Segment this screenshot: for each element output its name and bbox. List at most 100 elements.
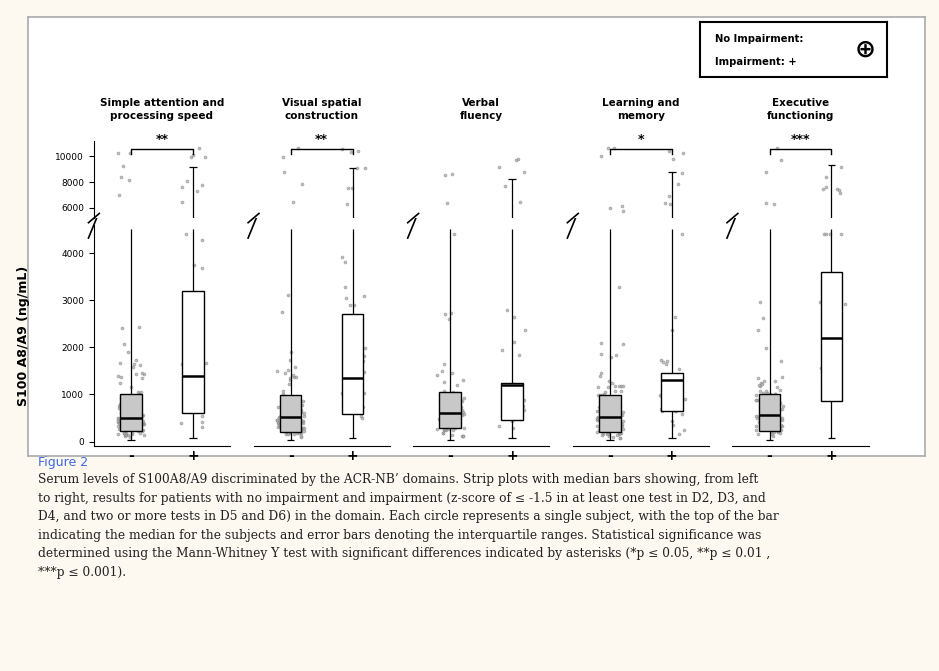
Point: [813, 297, 828, 307]
Point: [339, 293, 354, 303]
Point: [606, 431, 621, 442]
Point: [297, 423, 312, 433]
Point: [613, 428, 628, 439]
Point: [338, 282, 353, 293]
Bar: [439, 392, 461, 428]
Title: Simple attention and
processing speed: Simple attention and processing speed: [100, 98, 224, 121]
Point: [282, 416, 297, 427]
Point: [444, 429, 459, 440]
Point: [594, 426, 609, 437]
Point: [506, 337, 521, 348]
Point: [758, 397, 773, 408]
Point: [283, 374, 298, 385]
Point: [752, 419, 767, 430]
Point: [604, 415, 619, 426]
Point: [506, 423, 521, 433]
Point: [127, 422, 142, 433]
Point: [447, 415, 462, 426]
Point: [833, 187, 848, 198]
Point: [500, 305, 515, 315]
Point: [610, 411, 625, 422]
Point: [345, 183, 360, 194]
Point: [751, 325, 766, 336]
Point: [591, 389, 606, 400]
Point: [341, 183, 356, 194]
Text: **: **: [156, 133, 168, 146]
Point: [284, 397, 299, 407]
Point: [770, 381, 785, 392]
Point: [669, 372, 684, 382]
Point: [447, 423, 462, 433]
Point: [601, 395, 616, 406]
Point: [608, 408, 623, 419]
Point: [491, 421, 506, 431]
Point: [291, 427, 306, 438]
Point: [450, 420, 465, 431]
Point: [131, 388, 146, 399]
Point: [285, 408, 300, 419]
Point: [762, 413, 777, 423]
Point: [669, 405, 684, 416]
Point: [755, 388, 770, 399]
Point: [178, 311, 193, 321]
Point: [438, 308, 453, 319]
Point: [674, 168, 689, 178]
Bar: [342, 314, 363, 414]
Point: [604, 352, 619, 362]
Point: [115, 408, 131, 419]
Point: [764, 429, 779, 440]
Point: [277, 425, 292, 435]
Point: [441, 395, 456, 406]
Point: [819, 172, 834, 183]
Point: [765, 431, 780, 442]
Point: [749, 413, 764, 423]
Point: [120, 430, 135, 441]
Point: [659, 358, 674, 369]
Point: [432, 404, 447, 415]
Point: [614, 409, 629, 420]
Point: [448, 395, 463, 406]
Point: [775, 401, 790, 411]
Point: [113, 399, 128, 409]
Point: [454, 431, 470, 442]
Point: [498, 180, 513, 191]
Point: [277, 403, 292, 414]
Point: [616, 205, 631, 216]
Point: [594, 401, 609, 412]
Point: [513, 197, 528, 208]
Point: [767, 376, 782, 386]
Point: [436, 376, 451, 387]
Text: S100 A8/A9 (ng/mL): S100 A8/A9 (ng/mL): [17, 265, 30, 406]
Point: [126, 397, 141, 407]
Point: [754, 391, 769, 402]
Point: [337, 256, 352, 267]
Point: [284, 424, 299, 435]
Point: [592, 401, 607, 412]
Point: [748, 390, 763, 401]
Point: [191, 371, 206, 382]
Point: [504, 415, 519, 426]
Point: [346, 299, 362, 310]
Point: [774, 419, 789, 430]
Point: [134, 368, 149, 378]
Title: Learning and
memory: Learning and memory: [602, 98, 680, 121]
Point: [666, 419, 681, 430]
Point: [173, 418, 188, 429]
Point: [128, 414, 143, 425]
Point: [270, 417, 285, 427]
Point: [605, 377, 620, 388]
Point: [116, 339, 131, 350]
Point: [759, 405, 774, 415]
Point: [283, 355, 298, 366]
Point: [592, 406, 607, 417]
Point: [600, 396, 615, 407]
Point: [509, 154, 524, 165]
Point: [454, 409, 470, 420]
Point: [601, 411, 616, 421]
Point: [434, 405, 449, 416]
Point: [613, 386, 628, 397]
Point: [280, 289, 295, 300]
Point: [274, 421, 289, 431]
Point: [593, 348, 608, 359]
Point: [654, 355, 669, 366]
